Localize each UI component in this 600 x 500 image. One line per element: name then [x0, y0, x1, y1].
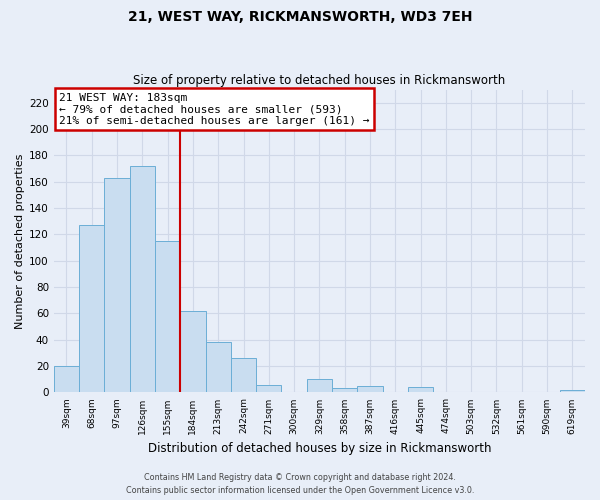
Bar: [358, 386, 383, 392]
Bar: [560, 390, 585, 392]
Bar: [256, 384, 281, 392]
Bar: [155, 241, 180, 392]
Text: Contains HM Land Registry data © Crown copyright and database right 2024.
Contai: Contains HM Land Registry data © Crown c…: [126, 473, 474, 495]
Bar: [130, 166, 155, 392]
Bar: [104, 178, 130, 392]
Bar: [332, 388, 358, 392]
Bar: [180, 311, 206, 392]
Bar: [79, 225, 104, 392]
Text: 21, WEST WAY, RICKMANSWORTH, WD3 7EH: 21, WEST WAY, RICKMANSWORTH, WD3 7EH: [128, 10, 472, 24]
Y-axis label: Number of detached properties: Number of detached properties: [15, 154, 25, 328]
Text: 21 WEST WAY: 183sqm
← 79% of detached houses are smaller (593)
21% of semi-detac: 21 WEST WAY: 183sqm ← 79% of detached ho…: [59, 92, 370, 126]
Bar: [206, 342, 231, 392]
X-axis label: Distribution of detached houses by size in Rickmansworth: Distribution of detached houses by size …: [148, 442, 491, 455]
Bar: [307, 380, 332, 392]
Title: Size of property relative to detached houses in Rickmansworth: Size of property relative to detached ho…: [133, 74, 506, 87]
Bar: [408, 387, 433, 392]
Bar: [54, 366, 79, 392]
Bar: [231, 358, 256, 392]
